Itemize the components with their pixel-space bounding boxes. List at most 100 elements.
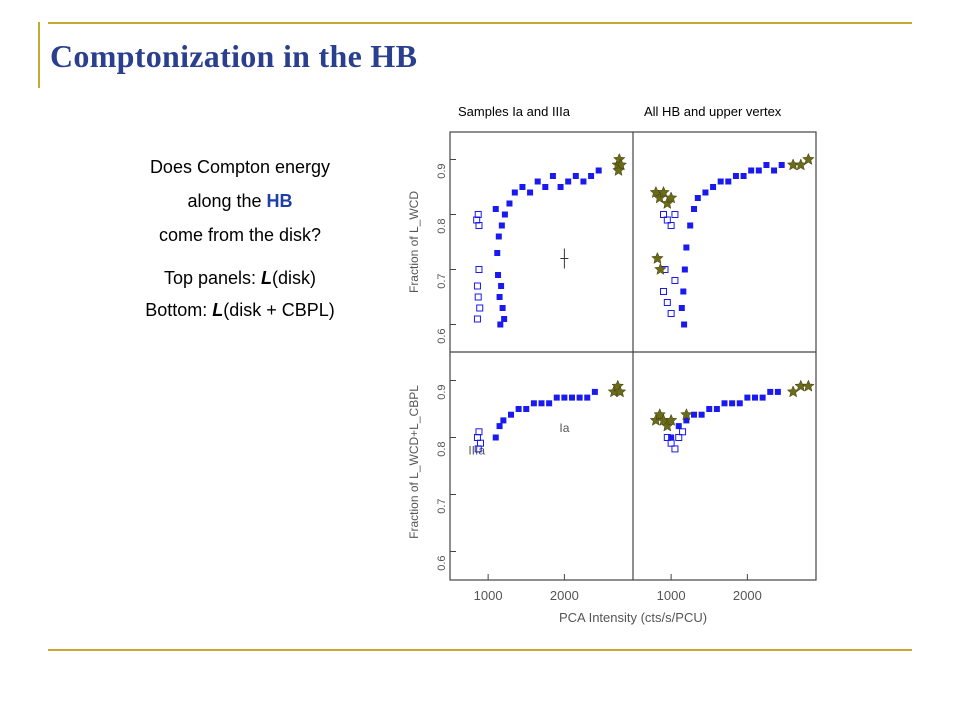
data-point-filled	[687, 222, 694, 229]
data-point-open	[660, 288, 667, 295]
data-point-filled	[494, 250, 501, 256]
data-point-open	[671, 445, 679, 453]
data-point-star	[802, 379, 815, 392]
data-point-filled	[771, 167, 778, 174]
y-tick-label: 0.7	[436, 274, 448, 289]
data-point-filled	[729, 400, 736, 407]
data-point-filled	[736, 400, 743, 407]
data-point-filled	[691, 411, 697, 418]
data-point-filled	[678, 305, 685, 311]
data-point-filled	[675, 423, 682, 430]
data-point-filled	[496, 423, 503, 430]
data-point-filled	[523, 406, 530, 412]
y-tick-label: 0.9	[436, 164, 448, 179]
x-tick-label: 2000	[550, 588, 579, 603]
data-point-filled	[668, 434, 675, 441]
data-point-filled	[572, 173, 579, 179]
slide-body-text: Does Compton energy along the HB come fr…	[60, 150, 420, 326]
data-point-filled	[542, 184, 549, 190]
data-point-filled	[755, 167, 762, 174]
title-rule-top	[48, 22, 912, 24]
data-point-filled	[508, 411, 514, 418]
data-point-star	[653, 191, 667, 204]
slide-title: Comptonization in the HB	[50, 38, 418, 74]
data-point-open	[667, 310, 675, 317]
data-point-open	[475, 428, 483, 436]
data-point-star	[664, 191, 678, 204]
data-point-filled	[588, 173, 595, 179]
data-point-filled	[495, 233, 502, 240]
data-point-open	[675, 434, 683, 441]
body-line-4: Top panels: L(disk)	[60, 262, 420, 294]
data-point-filled	[744, 394, 751, 401]
body-line-4-em: L	[261, 268, 273, 288]
hb-highlight: HB	[266, 191, 293, 211]
data-point-filled	[569, 394, 575, 401]
data-point-star	[680, 408, 693, 421]
y-axis-label-bottom: Fraction of L_WCD+L_CBPL	[407, 385, 421, 539]
data-point-filled	[576, 394, 583, 401]
data-point-filled	[549, 173, 556, 179]
data-point-filled	[530, 400, 537, 407]
body-line-5: Bottom: L(disk + CBPL)	[60, 294, 420, 326]
data-point-filled	[497, 321, 504, 328]
data-point-filled	[748, 167, 755, 174]
data-point-open	[663, 434, 671, 441]
data-point-filled	[681, 321, 688, 328]
data-point-filled	[546, 400, 553, 407]
data-point-open	[475, 222, 483, 229]
data-point-filled	[557, 184, 564, 190]
title-rule-side	[38, 22, 40, 88]
data-point-filled	[584, 394, 591, 401]
data-point-filled	[683, 417, 690, 424]
body-line-5-post: (disk + CBPL)	[223, 300, 335, 320]
data-point-star	[657, 185, 670, 198]
data-point-filled	[519, 184, 526, 190]
data-point-filled	[515, 406, 522, 412]
data-point-filled	[752, 394, 758, 401]
data-point-filled	[501, 316, 508, 322]
data-point-filled	[565, 178, 572, 185]
data-point-filled	[534, 178, 541, 185]
data-point-filled	[500, 417, 507, 424]
data-point-filled	[591, 388, 598, 395]
data-point-star	[612, 163, 625, 176]
data-point-filled	[498, 283, 505, 289]
data-point-open	[473, 434, 481, 441]
y-tick-label: 0.8	[436, 442, 448, 457]
data-point-open	[475, 266, 483, 273]
data-point-open	[667, 439, 675, 447]
data-point-filled	[710, 184, 717, 190]
body-line-4-pre: Top panels:	[163, 268, 262, 288]
data-point-filled	[721, 400, 728, 407]
data-point-open	[663, 216, 671, 224]
data-point-filled	[496, 294, 503, 300]
y-axis-label-top: Fraction of L_WCD	[407, 191, 421, 293]
body-line-3: come from the disk?	[158, 225, 322, 245]
data-point-filled	[553, 394, 560, 401]
data-point-star	[613, 385, 627, 398]
footer-rule	[48, 649, 912, 651]
data-point-filled	[498, 222, 505, 229]
data-point-filled	[492, 206, 499, 212]
data-point-filled	[681, 266, 688, 273]
body-line-1: Does Compton energy	[149, 157, 331, 177]
x-tick-label: 1000	[474, 588, 503, 603]
data-point-open	[473, 282, 481, 290]
y-tick-label: 0.7	[436, 499, 448, 514]
data-point-open	[474, 445, 482, 453]
body-line-5-em: L	[212, 300, 224, 320]
data-point-filled	[763, 162, 770, 168]
body-line-4-post: (disk)	[272, 268, 317, 288]
data-point-open	[663, 299, 671, 306]
data-point-filled	[691, 206, 697, 212]
data-point-filled	[538, 400, 545, 407]
data-point-filled	[492, 434, 499, 441]
data-point-open	[660, 211, 667, 218]
data-point-filled	[511, 189, 518, 196]
data-point-open	[473, 315, 481, 323]
x-tick-label: 2000	[733, 588, 762, 603]
body-line-5-pre: Bottom:	[145, 300, 213, 320]
y-tick-label: 0.8	[436, 219, 448, 234]
data-point-filled	[680, 288, 687, 295]
